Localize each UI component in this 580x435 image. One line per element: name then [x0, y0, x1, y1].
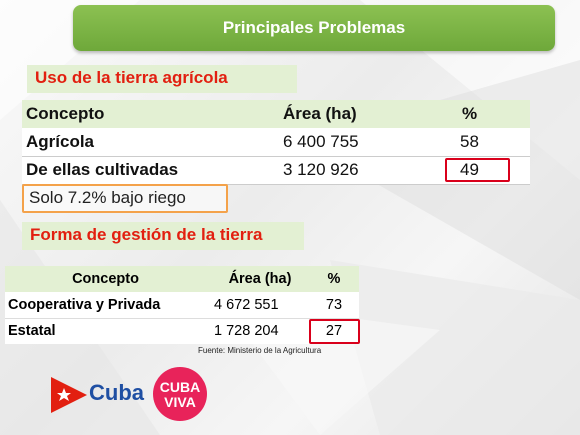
header-pct: %: [409, 100, 530, 128]
cell-pct: 27: [309, 318, 359, 344]
table-gestion-tierra: Concepto Área (ha) % Cooperativa y Priva…: [5, 266, 359, 344]
header-area: Área (ha): [279, 100, 409, 128]
cell-area: 1 728 204: [206, 318, 309, 344]
table-row: Estatal 1 728 204 27: [5, 318, 359, 344]
table-uso-tierra: Concepto Área (ha) % Agrícola 6 400 755 …: [22, 100, 530, 185]
section-label-uso-tierra: Uso de la tierra agrícola: [27, 65, 297, 93]
cell-pct: 58: [409, 128, 530, 157]
table-row: Agrícola 6 400 755 58: [22, 128, 530, 157]
section-label-gestion: Forma de gestión de la tierra: [22, 222, 304, 250]
cuba-viva-logo-icon: CUBA VIVA: [153, 367, 207, 421]
header-area: Área (ha): [206, 266, 309, 292]
cell-area: 6 400 755: [279, 128, 409, 157]
cell-concepto: De ellas cultivadas: [22, 156, 279, 185]
cuba-logo-text: Cuba: [89, 380, 144, 405]
title-bar: Principales Problemas: [73, 5, 555, 51]
cell-concepto: Estatal: [5, 318, 206, 344]
source-note: Fuente: Ministerio de la Agricultura: [198, 346, 322, 355]
header-pct: %: [309, 266, 359, 292]
cuba-viva-line1: CUBA: [160, 379, 200, 395]
highlight-box-27: [309, 319, 360, 344]
header-concepto: Concepto: [5, 266, 206, 292]
cell-concepto: Cooperativa y Privada: [5, 292, 206, 319]
cuba-flag-logo-icon: [51, 377, 87, 413]
cuba-viva-line2: VIVA: [164, 394, 196, 410]
cell-concepto: Agrícola: [22, 128, 279, 157]
table-header-row: Concepto Área (ha) %: [5, 266, 359, 292]
cell-pct: 73: [309, 292, 359, 319]
header-concepto: Concepto: [22, 100, 279, 128]
table-header-row: Concepto Área (ha) %: [22, 100, 530, 128]
note-riego: Solo 7.2% bajo riego: [22, 184, 228, 213]
highlight-box-49: [445, 158, 510, 182]
cell-area: 3 120 926: [279, 156, 409, 185]
slide-title: Principales Problemas: [222, 18, 406, 37]
table-row: Cooperativa y Privada 4 672 551 73: [5, 292, 359, 319]
cell-area: 4 672 551: [206, 292, 309, 319]
